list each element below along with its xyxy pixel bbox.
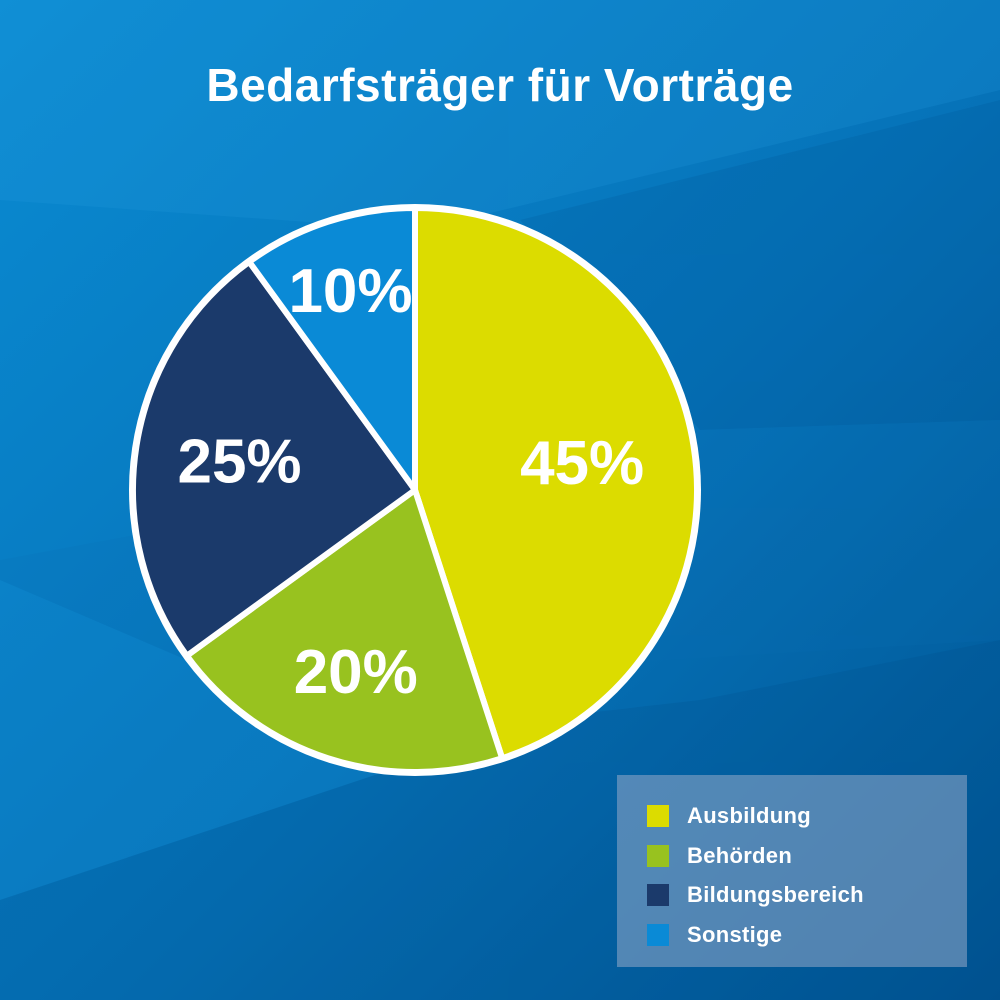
legend-swatch-ausbildung: [647, 805, 669, 827]
pie-label-behorden: 20%: [294, 638, 418, 707]
pie-label-bildungsbereich: 25%: [177, 428, 301, 497]
pie-slice-behorden: [183, 487, 506, 775]
legend-label-ausbildung: Ausbildung: [687, 803, 811, 828]
pie-slice-bildungsbereich: [130, 258, 418, 659]
pie-chart: 45% 20% 25% 10%: [129, 204, 701, 776]
legend-item-sonstige: Sonstige: [647, 922, 782, 948]
pie-slice-sonstige: [246, 205, 418, 493]
pie-label-ausbildung: 45%: [520, 429, 644, 498]
legend-item-ausbildung: Ausbildung: [647, 803, 811, 829]
legend-item-bildungsbereich: Bildungsbereich: [647, 882, 864, 908]
chart-title: Bedarfsträger für Vorträge: [206, 59, 794, 111]
pie-slice-ausbildung: [412, 205, 700, 762]
pie-label-sonstige: 10%: [288, 257, 412, 326]
legend-swatch-behoerden: [647, 845, 669, 867]
legend-label-behoerden: Behörden: [687, 843, 793, 868]
legend-label-bildungsbereich: Bildungsbereich: [687, 882, 864, 907]
legend-label-sonstige: Sonstige: [687, 922, 783, 947]
legend-swatch-bildungsbereich: [647, 884, 669, 906]
legend: Ausbildung Behörden Bildungsbereich Sons…: [617, 775, 967, 967]
legend-item-behoerden: Behörden: [647, 843, 792, 869]
legend-swatch-sonstige: [647, 924, 669, 946]
